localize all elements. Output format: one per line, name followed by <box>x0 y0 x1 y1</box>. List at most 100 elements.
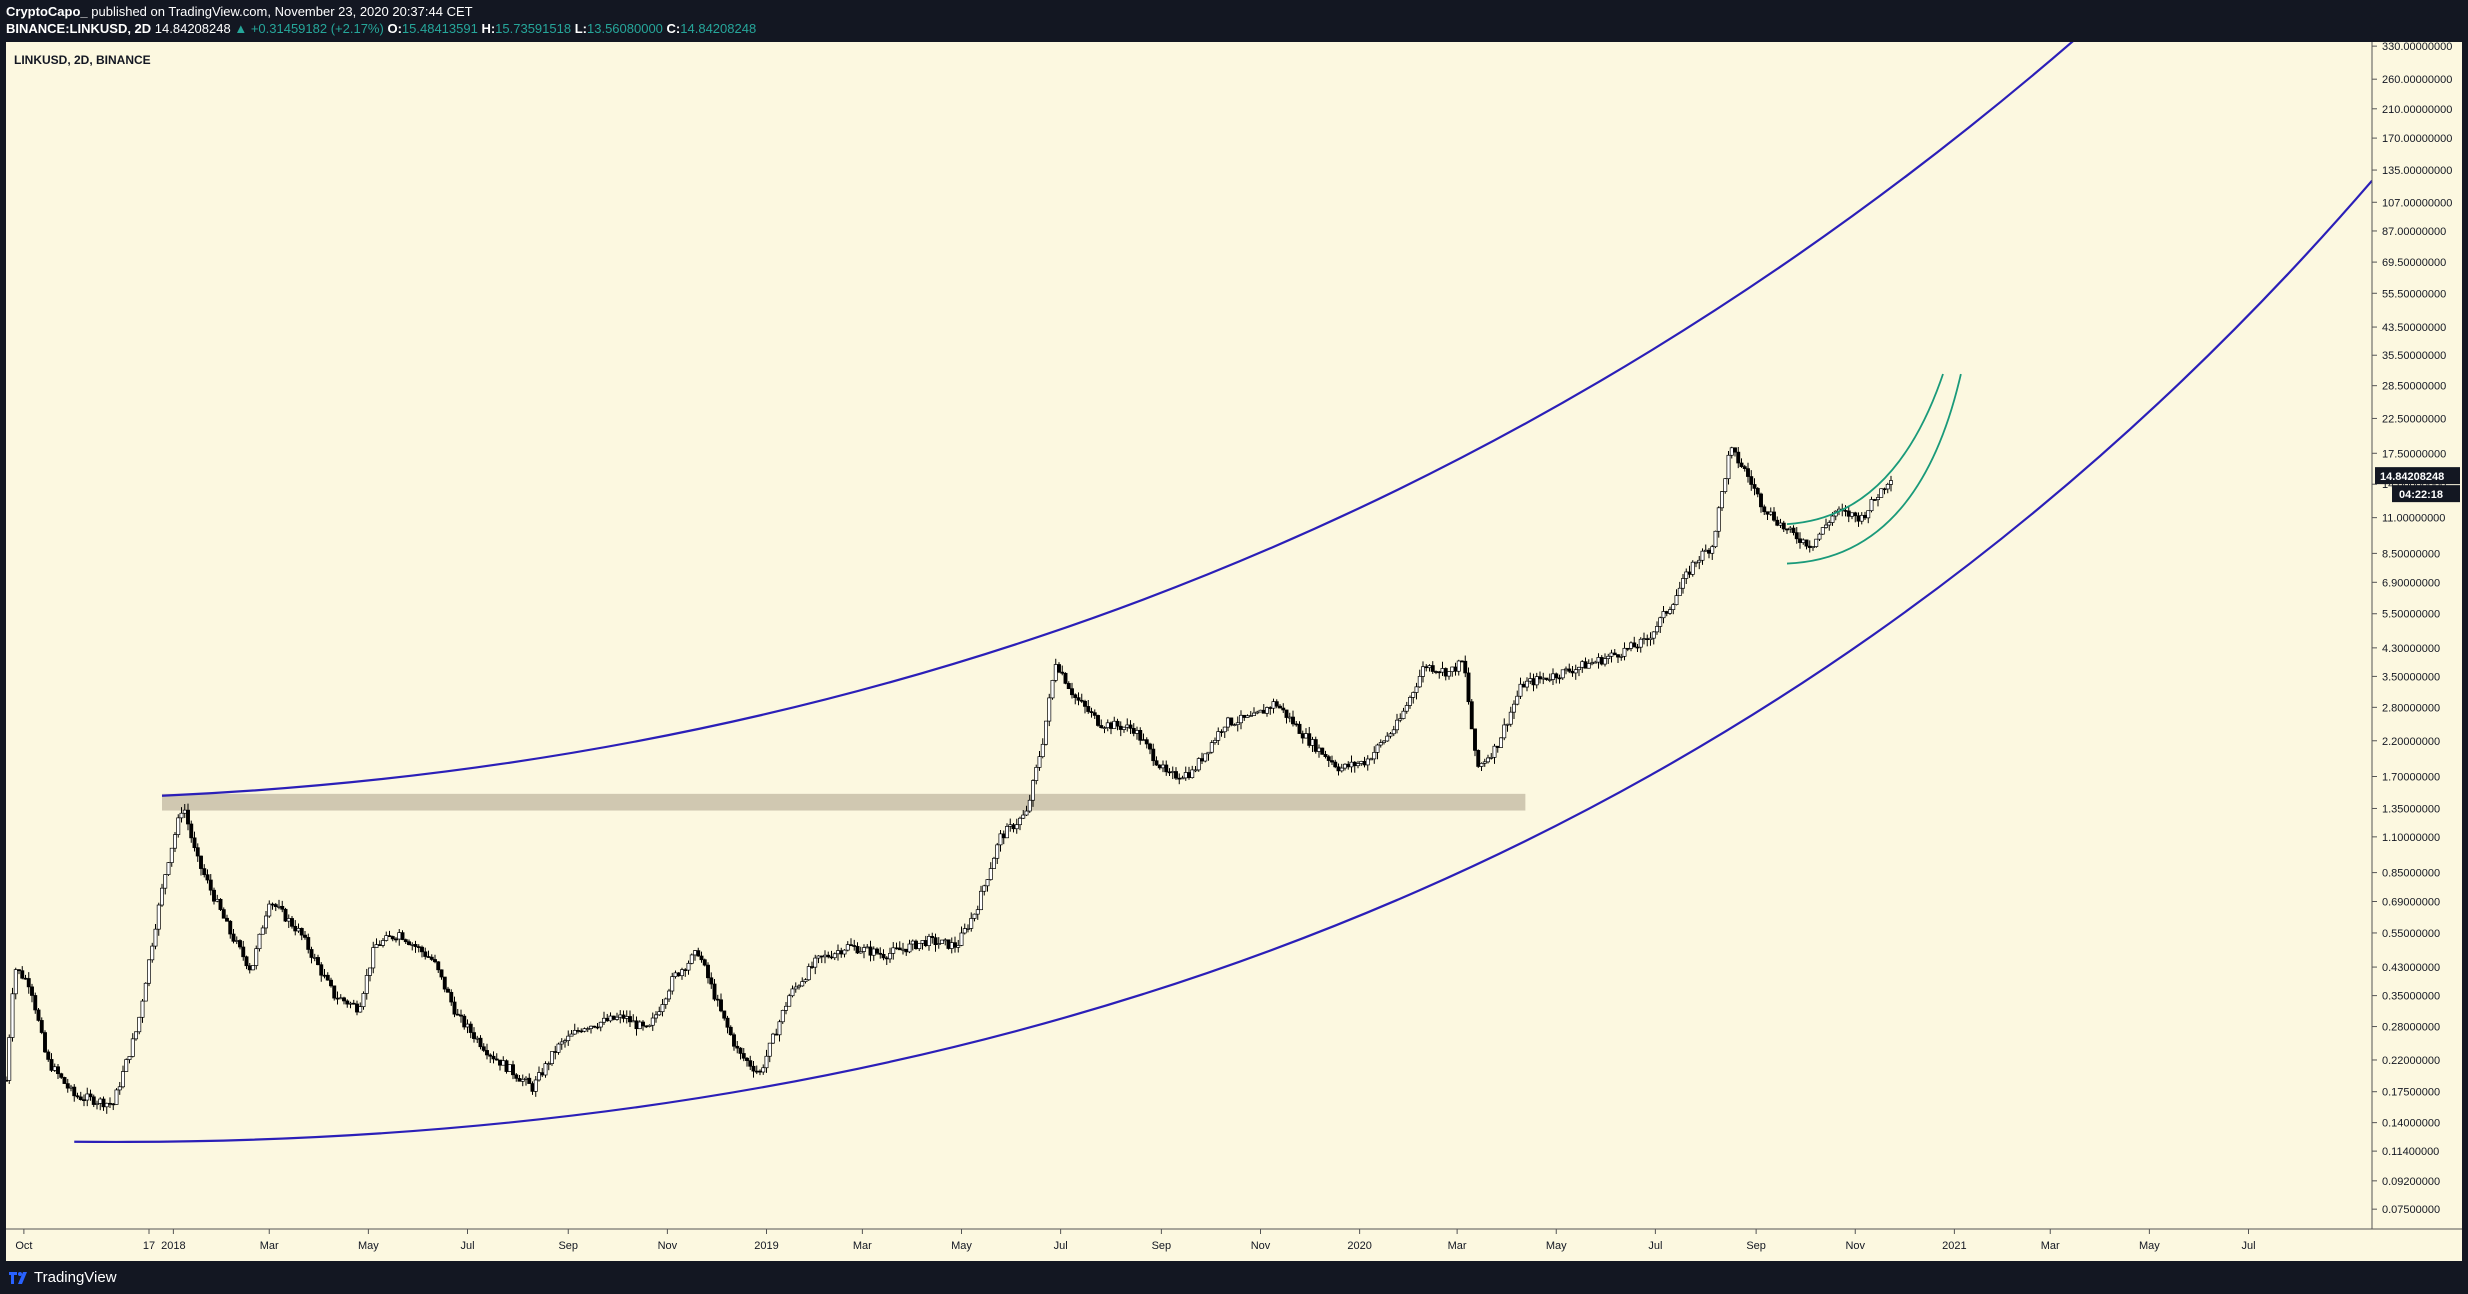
author-name[interactable]: CryptoCapo_ <box>6 4 88 19</box>
candle-body <box>1846 510 1851 517</box>
candle-body <box>303 934 307 938</box>
candle-body <box>1018 817 1022 826</box>
candle-body <box>1473 728 1477 751</box>
candle-body <box>940 939 944 944</box>
candle-body <box>377 944 382 946</box>
candle-body <box>1515 695 1520 705</box>
y-tick-label: 2.20000000 <box>2382 736 2440 748</box>
candle-body <box>741 1053 746 1059</box>
candle-body <box>1746 468 1750 477</box>
candle-body <box>628 1016 632 1023</box>
candle-body <box>1642 638 1646 641</box>
candle-body <box>787 995 792 1007</box>
candle-body <box>309 949 314 958</box>
candle-body <box>199 855 203 869</box>
y-tick-label: 210.00000000 <box>2382 104 2452 116</box>
candle-body <box>1544 677 1549 680</box>
candle-body <box>147 959 151 984</box>
candle-body <box>195 847 200 857</box>
candle-body <box>810 966 814 968</box>
candle-body <box>1866 510 1871 519</box>
candle-body <box>803 979 808 982</box>
x-tick-label: Sep <box>1746 1240 1766 1252</box>
candle-body <box>85 1093 90 1101</box>
candle-body <box>1047 697 1052 722</box>
candle-body <box>491 1055 496 1060</box>
candle-body <box>238 940 242 948</box>
candle-body <box>845 944 850 951</box>
candle-body <box>342 997 346 1002</box>
candle-body <box>1336 766 1341 772</box>
publish-header: CryptoCapo_ published on TradingView.com… <box>0 0 2468 40</box>
candle-body <box>462 1015 467 1028</box>
candle-body <box>1271 701 1276 709</box>
candle-body <box>852 945 857 947</box>
candle-body <box>611 1015 616 1020</box>
x-tick-label: Sep <box>558 1240 578 1252</box>
candle-body <box>1216 731 1221 741</box>
candle-body <box>842 949 847 955</box>
candle-body <box>1762 506 1767 513</box>
candle-body <box>1830 515 1835 523</box>
candle-body <box>59 1073 64 1078</box>
candle-body <box>530 1083 535 1092</box>
candle-body <box>569 1033 574 1037</box>
candle-body <box>517 1078 522 1082</box>
x-tick-label: 2020 <box>1347 1240 1371 1252</box>
candle-body <box>624 1016 629 1019</box>
candle-body <box>124 1059 129 1072</box>
candle-body <box>823 954 827 958</box>
candle-body <box>907 943 912 953</box>
inner-channel-lower <box>1786 373 1962 565</box>
candle-body <box>160 887 164 906</box>
candle-body <box>946 939 951 949</box>
y-tick-label: 1.10000000 <box>2382 832 2440 844</box>
candle-body <box>641 1021 645 1027</box>
candle-body <box>475 1037 480 1040</box>
candle-body <box>1531 678 1536 686</box>
candle-body <box>1430 665 1435 672</box>
candle-body <box>546 1063 551 1065</box>
candle-body <box>745 1057 749 1061</box>
candle-body <box>459 1014 463 1017</box>
x-tick-label: Mar <box>853 1240 872 1252</box>
candle-body <box>212 889 216 902</box>
candle-body <box>1180 777 1185 780</box>
candle-body <box>134 1031 138 1040</box>
candle-body <box>1443 668 1448 677</box>
tradingview-logo-icon[interactable] <box>8 1269 30 1285</box>
candle-body <box>1235 722 1240 725</box>
candle-body <box>618 1014 623 1018</box>
price-chart[interactable]: 330.00000000260.00000000210.00000000170.… <box>4 33 2462 1261</box>
x-tick-label: Nov <box>1251 1240 1271 1252</box>
candle-body <box>1079 699 1084 702</box>
candle-body <box>468 1023 473 1033</box>
chart-title: LINKUSD, 2D, BINANCE <box>14 53 151 67</box>
candle-body <box>602 1017 606 1023</box>
y-tick-label: 17.50000000 <box>2382 448 2446 460</box>
candle-body <box>1177 777 1182 780</box>
candle-body <box>615 1016 619 1020</box>
candle-body <box>1148 743 1152 750</box>
candle-body <box>959 932 964 946</box>
candle-body <box>1112 720 1117 729</box>
chart-area[interactable]: 330.00000000 260.00000000 210.00000000 170.… <box>4 33 2462 1261</box>
quote-line: BINANCE:LINKUSD, 2D 14.84208248 ▲ +0.314… <box>6 21 756 36</box>
candle-body <box>114 1089 119 1105</box>
tradingview-brand[interactable]: TradingView <box>34 1269 117 1286</box>
candle-body <box>163 874 168 889</box>
candle-body <box>407 941 411 946</box>
candle-body <box>33 995 38 1011</box>
candle-body <box>1291 716 1295 725</box>
y-tick-label: 2.80000000 <box>2382 702 2440 714</box>
candle-body <box>1869 499 1874 512</box>
candle-body <box>296 928 301 932</box>
candle-body <box>1479 762 1484 767</box>
x-tick-label: 17 <box>143 1240 155 1252</box>
candle-body <box>972 913 977 919</box>
y-tick-label: 170.00000000 <box>2382 133 2452 145</box>
candle-body <box>699 955 704 961</box>
candle-body <box>1879 488 1884 498</box>
y-tick-label: 87.00000000 <box>2382 226 2446 238</box>
candle-body <box>127 1056 132 1060</box>
